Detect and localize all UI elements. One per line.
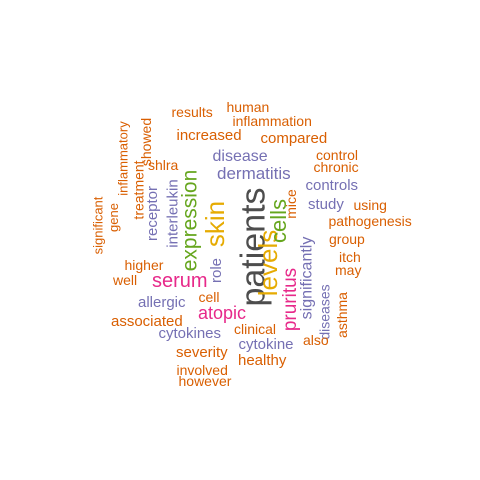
word-associated: associated bbox=[111, 312, 183, 330]
word-shlra: shlra bbox=[148, 157, 179, 173]
word-significant: significant bbox=[90, 196, 106, 254]
word-cytokines: cytokines bbox=[158, 324, 222, 342]
word-atopic: atopic bbox=[198, 303, 247, 323]
word-dermatitis: dermatitis bbox=[217, 163, 291, 183]
word-significantly: significantly bbox=[297, 236, 315, 320]
word-using: using bbox=[353, 197, 387, 213]
word-higher: higher bbox=[124, 257, 164, 273]
word-role: role bbox=[207, 257, 225, 283]
word-compared: compared bbox=[260, 129, 328, 147]
word-pruritus: pruritus bbox=[279, 267, 301, 331]
word-mice: mice bbox=[282, 189, 299, 219]
word-also: also bbox=[303, 332, 329, 348]
word-receptor: receptor bbox=[143, 185, 161, 241]
word-inflammation: inflammation bbox=[232, 113, 312, 129]
word-increased: increased bbox=[176, 126, 242, 144]
word-treatment: treatment bbox=[130, 160, 147, 220]
word-inflammatory: inflammatory bbox=[115, 120, 131, 196]
word-pathogenesis: pathogenesis bbox=[328, 213, 412, 229]
word-study: study bbox=[308, 195, 344, 213]
word-skin: skin bbox=[200, 200, 231, 248]
word-disease: disease bbox=[212, 148, 268, 165]
word-group: group bbox=[329, 231, 365, 247]
word-healthy: healthy bbox=[238, 351, 287, 369]
word-gene: gene bbox=[105, 202, 121, 232]
word-however: however bbox=[178, 373, 232, 389]
word-severity: severity bbox=[176, 343, 228, 361]
word-controls: controls bbox=[305, 176, 359, 194]
word-results: results bbox=[171, 104, 213, 120]
word-cell: cell bbox=[198, 289, 220, 305]
word-control: control bbox=[316, 147, 359, 163]
word-may: may bbox=[335, 262, 362, 278]
word-interleukin: interleukin bbox=[164, 178, 182, 248]
word-cytokine: cytokine bbox=[238, 335, 294, 353]
word-well: well bbox=[113, 272, 138, 288]
word-clinical: clinical bbox=[234, 321, 277, 337]
word-chronic: chronic bbox=[313, 159, 359, 175]
word-itch: itch bbox=[339, 249, 361, 265]
word-serum: serum bbox=[152, 270, 208, 292]
word-asthma: asthma bbox=[333, 292, 350, 338]
word-involved: involved bbox=[176, 362, 228, 378]
word-expression: expression bbox=[178, 169, 202, 271]
word-human: human bbox=[226, 99, 270, 115]
word-allergic: allergic bbox=[138, 293, 186, 311]
